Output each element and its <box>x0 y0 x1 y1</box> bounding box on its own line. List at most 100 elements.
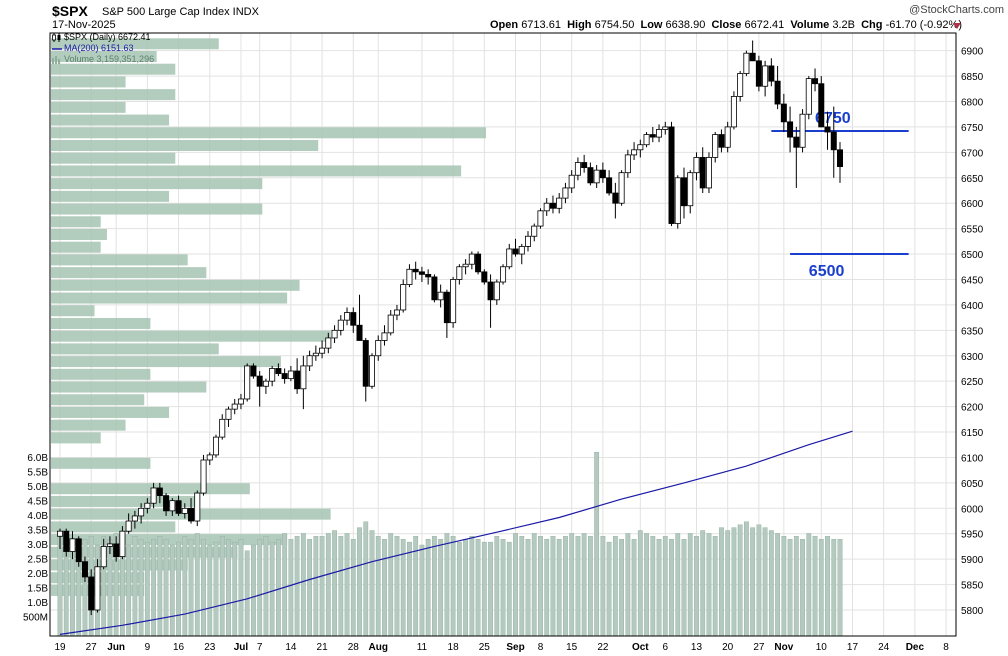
x-axis-label: 23 <box>204 642 216 653</box>
price-axis-label: 6350 <box>961 326 984 337</box>
candle-up <box>656 129 663 138</box>
candle-down <box>81 561 88 578</box>
volume-axis-label: 6.0B <box>27 453 48 464</box>
candle-down <box>581 162 588 169</box>
candle-up <box>337 319 344 331</box>
volume-profile-bar <box>51 546 238 558</box>
candle-down <box>830 131 837 151</box>
volume-bar <box>825 536 830 637</box>
x-axis-label: 11 <box>417 642 428 653</box>
volume-bar <box>344 533 350 637</box>
volume-profile-bar <box>51 76 126 88</box>
chg-value: -61.70 (-0.92%) <box>885 19 962 31</box>
candle-up <box>450 279 457 324</box>
volume-bar <box>538 536 543 637</box>
candle-down <box>175 500 182 514</box>
volume-bar <box>712 536 718 637</box>
volume-bar <box>556 539 562 637</box>
volume-bar <box>669 539 674 637</box>
level-label-6500: 6500 <box>809 263 845 280</box>
candle-up <box>537 210 544 227</box>
volume-bar <box>687 533 693 637</box>
volume-bar <box>675 533 681 637</box>
plot-border <box>49 32 957 637</box>
volume-bar <box>475 539 481 637</box>
candle-up <box>69 538 76 552</box>
candle-up <box>131 515 138 522</box>
x-axis-label: Sep <box>506 642 524 653</box>
candle-down <box>425 273 432 278</box>
volume-bar <box>450 536 456 637</box>
volume-legend-icon <box>52 55 62 64</box>
volume-bar <box>207 544 213 637</box>
candle-up <box>225 408 232 420</box>
volume-bar <box>650 536 656 637</box>
price-axis-label: 6100 <box>961 453 984 464</box>
candle-up <box>57 530 64 537</box>
candle-down <box>256 375 263 387</box>
volume-profile-bar <box>51 534 288 546</box>
candle-up <box>456 266 463 280</box>
volume-bar <box>569 533 575 637</box>
volume-bar <box>82 539 88 637</box>
price-axis-label: 5950 <box>961 530 984 541</box>
candle-up <box>674 177 681 224</box>
candle-down <box>156 487 163 496</box>
volume-bar <box>837 539 843 637</box>
volume-profile-bar <box>51 152 176 164</box>
candle-up <box>169 500 176 512</box>
candle-up <box>805 78 812 115</box>
volume-bar <box>357 527 362 637</box>
volume-profile-bar <box>51 368 151 380</box>
volume-axis-label: 4.0B <box>27 511 48 522</box>
volume-profile-bar <box>51 38 219 50</box>
volume-profile-bar <box>51 457 151 469</box>
volume-bar <box>375 536 381 637</box>
candle-up <box>262 380 269 387</box>
candle-up <box>643 134 650 146</box>
volume-profile-bar <box>51 178 263 190</box>
volume-bar <box>831 539 837 637</box>
candles-layer <box>57 40 844 616</box>
candle-up <box>724 126 731 148</box>
x-axis-label: 15 <box>566 642 578 653</box>
volume-bar <box>319 536 325 637</box>
volume-profile-bar <box>51 89 176 101</box>
candle-down <box>475 253 482 273</box>
chart-legend: $SPX (Daily) 6672.41 MA(200) 6151.63 Vol… <box>52 32 154 65</box>
volume-axis-label: 5.5B <box>27 468 48 479</box>
price-axis-label: 6450 <box>961 275 984 286</box>
candle-up <box>212 436 219 456</box>
x-axis-label: 22 <box>597 642 609 653</box>
volume-profile-bar <box>51 330 331 342</box>
volume-bar <box>731 527 737 637</box>
volume-profile-bar <box>51 203 263 215</box>
candle-up <box>325 337 332 349</box>
volume-bar <box>719 527 724 637</box>
volume-bar <box>694 536 699 637</box>
volume-profile-bar <box>51 317 151 329</box>
candle-up <box>181 507 188 514</box>
candle-legend-icon <box>52 33 62 42</box>
candle-down <box>787 121 794 138</box>
x-axis-label: 21 <box>317 642 329 653</box>
volume-profile-bar <box>51 228 107 240</box>
volume-bar <box>519 536 525 637</box>
candle-down <box>599 169 606 179</box>
candle-up <box>344 312 351 321</box>
volume-bar <box>276 539 281 637</box>
x-axis-label: Nov <box>774 642 793 653</box>
volume-profile-bar <box>51 381 207 393</box>
volume-axis-label: 2.5B <box>27 555 48 566</box>
candle-up <box>100 546 107 568</box>
candle-up <box>375 340 382 357</box>
candle-down <box>768 65 775 82</box>
high-label: High <box>567 19 592 31</box>
open-label: Open <box>490 19 519 31</box>
price-axis-label: 6700 <box>961 148 984 159</box>
legend-ma-text: MA(200) 6151.63 <box>64 43 134 53</box>
copyright-label: @StockCharts.com <box>909 4 1004 16</box>
candle-up <box>693 157 700 174</box>
ticker-symbol: $SPX <box>52 3 88 19</box>
volume-profile-bar <box>51 101 126 113</box>
